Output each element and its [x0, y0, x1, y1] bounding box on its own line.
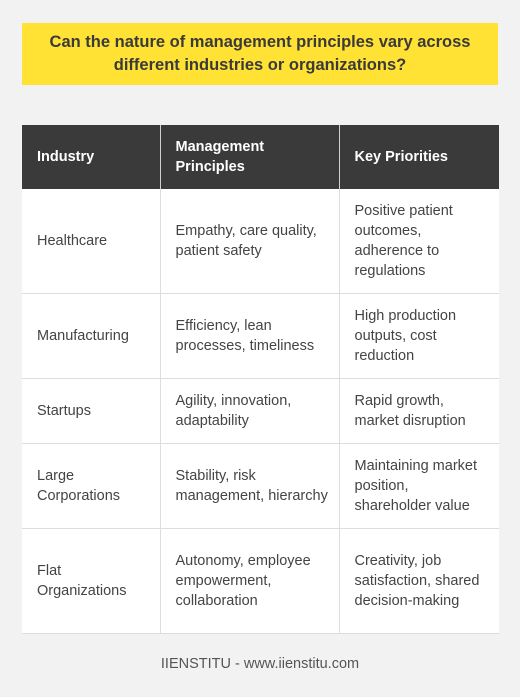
page-title: Can the nature of management principles …	[49, 33, 471, 74]
cell-principles: Stability, risk management, hierarchy	[160, 443, 340, 529]
table-row: Flat Organizations Autonomy, employee em…	[22, 528, 499, 634]
table-row: Healthcare Empathy, care quality, patien…	[22, 189, 499, 294]
cell-priorities: Rapid growth, market disruption	[339, 378, 499, 444]
cell-industry: Startups	[22, 378, 161, 444]
header-key-priorities: Key Priorities	[339, 125, 499, 189]
table-row: Large Corporations Stability, risk manag…	[22, 443, 499, 529]
cell-industry: Large Corporations	[22, 443, 161, 529]
footer-credit: IIENSTITU - www.iienstitu.com	[160, 656, 360, 672]
table-header-row: Industry Management Principles Key Prior…	[22, 125, 499, 189]
cell-principles: Agility, innovation, adaptability	[160, 378, 340, 444]
header-industry: Industry	[22, 125, 161, 189]
cell-principles: Efficiency, lean processes, timeliness	[160, 293, 340, 379]
cell-priorities: Maintaining market position, shareholder…	[339, 443, 499, 529]
comparison-table: Industry Management Principles Key Prior…	[22, 125, 499, 634]
cell-principles: Empathy, care quality, patient safety	[160, 189, 340, 294]
cell-priorities: Creativity, job satisfaction, shared dec…	[339, 528, 499, 634]
cell-principles: Autonomy, employee empowerment, collabor…	[160, 528, 340, 634]
title-banner: Can the nature of management principles …	[22, 23, 498, 85]
table-row: Startups Agility, innovation, adaptabili…	[22, 378, 499, 444]
cell-industry: Healthcare	[22, 189, 161, 294]
header-management-principles: Management Principles	[160, 125, 340, 189]
table-row: Manufacturing Efficiency, lean processes…	[22, 293, 499, 379]
cell-industry: Manufacturing	[22, 293, 161, 379]
cell-priorities: High production outputs, cost reduction	[339, 293, 499, 379]
cell-industry: Flat Organizations	[22, 528, 161, 634]
cell-priorities: Positive patient outcomes, adherence to …	[339, 189, 499, 294]
